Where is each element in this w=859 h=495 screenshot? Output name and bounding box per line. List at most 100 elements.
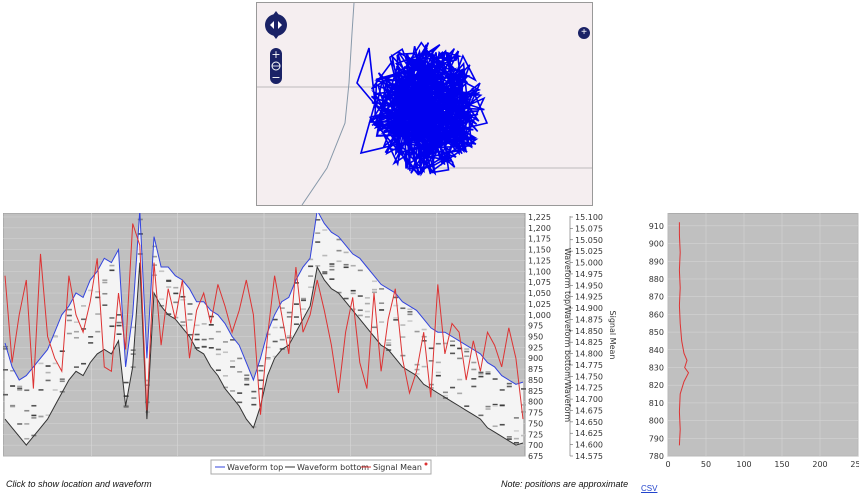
y-tick-right: 14.750 [575,372,603,381]
waveform-cell [478,414,484,417]
waveform-cell [208,347,214,349]
y-tick-right: 14.650 [575,418,603,427]
waveform-cell [24,389,30,392]
legend: Waveform top Waveform bottom Signal Mean [210,459,432,475]
waveform-cell [180,324,186,327]
waveform-cell [471,368,477,371]
waveform-cell [201,338,207,341]
waveform-cell [251,403,257,406]
waveform-cell [279,307,285,309]
y-tick-right: 14.700 [575,395,603,404]
waveform-cell [180,321,186,323]
waveform-cell [357,309,363,312]
profile-y-tick: 900 [649,240,664,249]
csv-link[interactable]: CSV [641,484,658,493]
waveform-cell [230,339,236,341]
waveform-cell [371,280,377,283]
waveform-cell [471,385,477,388]
chevron-left-icon[interactable] [270,21,274,29]
waveform-cell [173,286,179,289]
waveform-cell [279,326,285,329]
waveform-cell [81,318,87,321]
waveform-cell [506,382,512,385]
waveform-cell [286,335,292,337]
waveform-cell [215,330,221,333]
y-tick-left: 700 [528,441,543,450]
zoom-out-icon[interactable]: − [271,71,280,84]
waveform-cell [513,430,519,432]
profile-y-tick: 840 [649,346,664,355]
y-tick-right: 14.675 [575,406,603,415]
waveform-cell [322,271,328,273]
pan-control[interactable] [265,11,287,39]
waveform-cell [428,360,434,362]
legend-waveform-top: Waveform top [227,463,283,472]
waveform-cell [102,292,108,295]
waveform-cell [173,301,179,304]
waveform-cell [478,375,484,378]
y-tick-right: 14.975 [575,270,603,279]
profile-x-tick: 100 [736,460,751,469]
waveform-cell [194,324,200,327]
waveform-cell [215,353,221,356]
profile-y-tick: 810 [649,399,664,408]
expand-icon[interactable]: + [578,27,590,39]
waveform-cell [336,260,342,263]
waveform-cell [343,251,349,254]
chevron-down-icon[interactable] [273,35,279,39]
waveform-cell [308,275,314,277]
waveform-cell [286,336,292,339]
y-tick-right: 14.900 [575,304,603,313]
profile-chart[interactable]: 910 900 890 880 870 860 850 840 830 820 810 800 790 7… [640,213,859,475]
waveform-cell [293,316,299,318]
waveform-cell [485,372,491,375]
waveform-cell [315,218,321,221]
waveform-cell [386,344,392,346]
waveform-cell [102,281,108,284]
waveform-cell [371,288,377,291]
zoom-in-icon[interactable]: + [271,48,280,61]
waveform-cell [407,310,413,313]
waveform-cell [492,405,498,407]
waveform-cell [414,373,420,375]
y-axis-left-label: Waveform top/Waveform bottom/Waveform [563,248,572,423]
chevron-right-icon[interactable] [278,21,282,29]
y-tick-right: 14.875 [575,315,603,324]
waveform-cell [17,387,23,390]
pan-circle[interactable] [265,14,287,36]
waveform-cell [400,324,406,326]
zoom-control[interactable]: + − [270,48,282,84]
waveform-cell [329,263,335,265]
waveform-cell [88,336,94,338]
waveform-cell [66,332,72,335]
waveform-cell [159,304,165,307]
y-tick-left: 1,175 [528,235,551,244]
waveform-cell [364,297,370,299]
waveform-cell [301,297,307,300]
map-panel[interactable]: + − + [256,2,593,206]
waveform-cell [315,241,321,243]
waveform-cell [513,437,519,440]
waveform-cell [81,305,87,307]
waveform-band [5,213,523,446]
waveform-cell [308,258,314,261]
y-tick-left: 900 [528,354,543,363]
waveform-cell [258,369,264,372]
profile-y-tick: 820 [649,381,664,390]
profile-plot-area[interactable] [667,213,859,457]
legend-box [210,459,432,475]
waveform-cell [59,350,65,353]
waveform-cell [350,289,356,292]
waveform-cell [222,341,228,343]
waveform-cell [95,313,101,315]
map-canvas[interactable]: + − [257,3,592,205]
profile-y-tick: 870 [649,293,664,302]
waveform-cell [272,340,278,343]
waveform-cell [506,385,512,388]
profile-x-tick: 0 [665,460,670,469]
chevron-up-icon[interactable] [273,11,279,15]
waveform-cell [66,314,72,317]
waveform-cell [237,357,243,360]
waveform-cell [59,378,65,380]
